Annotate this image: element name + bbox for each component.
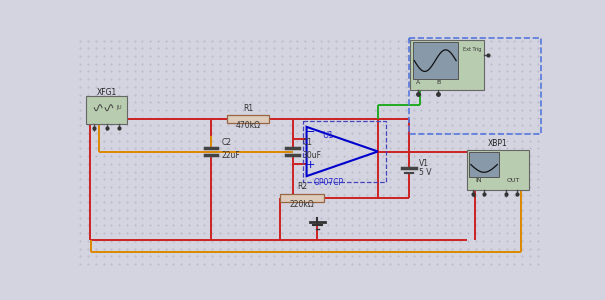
Text: 22uF: 22uF [221,151,240,160]
FancyBboxPatch shape [410,40,484,90]
Text: XFG1: XFG1 [97,88,117,97]
Text: R2: R2 [297,182,307,191]
Text: +: + [92,128,97,133]
Text: JU: JU [116,105,122,110]
Text: B: B [436,80,440,85]
FancyBboxPatch shape [227,115,269,123]
Text: Ext Trig: Ext Trig [463,47,482,52]
FancyBboxPatch shape [413,42,458,79]
Text: 220kΩ: 220kΩ [290,200,315,209]
Text: −: − [306,127,315,136]
Text: XBP1: XBP1 [488,139,508,148]
Text: R1: R1 [243,104,253,113]
Text: U1: U1 [322,130,334,140]
Text: -: - [483,194,485,200]
Text: 30uF: 30uF [302,151,322,160]
Text: -: - [515,194,517,200]
Text: C1: C1 [302,138,313,147]
FancyBboxPatch shape [467,150,529,190]
Text: +: + [471,194,476,200]
Text: OUT: OUT [507,178,520,183]
Text: 5 V: 5 V [419,168,431,177]
FancyBboxPatch shape [87,96,127,124]
Text: OP07CP: OP07CP [313,178,343,188]
FancyBboxPatch shape [280,194,324,202]
Text: IN: IN [476,178,482,183]
Text: V1: V1 [419,159,429,168]
Text: -: - [106,128,108,133]
Text: C2: C2 [221,138,231,147]
Text: +: + [504,194,508,200]
Text: 470kΩ: 470kΩ [235,122,261,130]
Text: A: A [416,80,420,85]
FancyBboxPatch shape [469,152,499,177]
Text: +: + [306,160,315,170]
